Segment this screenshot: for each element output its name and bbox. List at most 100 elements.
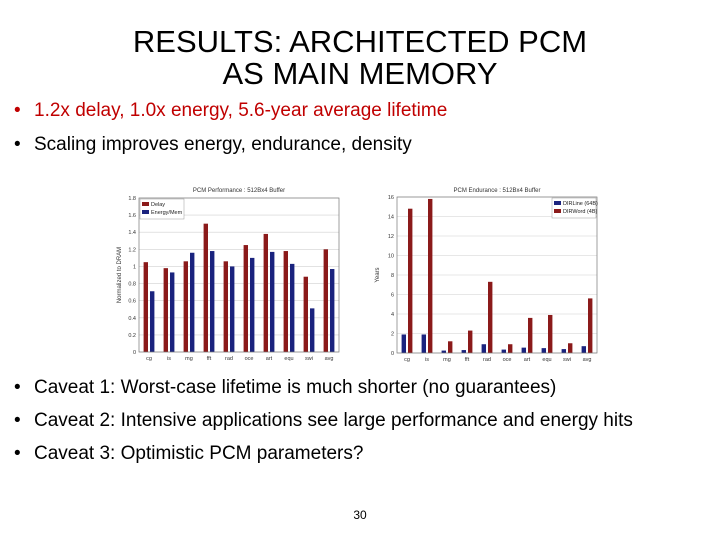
endur-ytick-label: 4 xyxy=(391,312,394,318)
endur-ytick-label: 14 xyxy=(388,215,394,221)
perf-xtick-label: fft xyxy=(207,356,212,362)
endur-bar-rad-dirword-4b- xyxy=(488,281,493,353)
endur-legend-swatch xyxy=(554,209,561,213)
perf-ytick-label: 0 xyxy=(133,350,136,356)
perf-bar-art-energy-mem xyxy=(270,251,275,352)
perf-bar-mg-delay xyxy=(183,261,188,352)
endur-xtick-label: rad xyxy=(483,357,491,363)
perf-ytick-label: 0.6 xyxy=(128,299,136,305)
endur-ytick-label: 2 xyxy=(391,332,394,338)
endur-bar-mg-dirline-64b- xyxy=(441,350,446,353)
perf-bar-cg-energy-mem xyxy=(150,291,155,352)
endur-xtick-label: mg xyxy=(443,357,451,363)
slide-title-line-2: AS MAIN MEMORY xyxy=(222,56,498,91)
perf-legend-box xyxy=(139,198,185,220)
endur-bar-rad-dirline-64b- xyxy=(481,344,486,353)
perf-ytick-label: 1.6 xyxy=(128,213,136,219)
perf-xtick-label: swi xyxy=(305,356,313,362)
bullet-item: • 1.2x delay, 1.0x energy, 5.6-year avera… xyxy=(10,99,710,123)
endur-xtick-label: swi xyxy=(563,357,571,363)
perf-ytick-label: 1.2 xyxy=(128,247,136,253)
perf-title: PCM Performance : 512Bx4 Buffer xyxy=(193,188,285,194)
endur-bar-is-dirline-64b- xyxy=(421,334,426,353)
perf-xtick-label: art xyxy=(266,356,273,362)
endur-bar-oce-dirword-4b- xyxy=(508,344,513,353)
endur-xtick-label: fft xyxy=(465,357,470,363)
endur-bar-avg-dirline-64b- xyxy=(581,346,586,353)
perf-bar-oce-energy-mem xyxy=(250,257,255,352)
endur-bar-swi-dirline-64b- xyxy=(561,349,566,353)
perf-bar-rad-energy-mem xyxy=(230,266,235,352)
endur-ylabel: Years xyxy=(375,267,381,282)
endur-bar-art-dirword-4b- xyxy=(528,317,533,353)
endurance-chart: PCM Endurance : 512Bx4 Buffer 0 2 4 6 8 10 12 14… xyxy=(372,185,602,370)
perf-ytick-label: 0.4 xyxy=(128,316,136,322)
perf-bar-art-delay xyxy=(263,233,268,352)
perf-plot-frame xyxy=(138,197,340,353)
endur-bar-equ-dirword-4b- xyxy=(548,314,553,353)
endur-ytick-label: 0 xyxy=(391,351,394,357)
endur-legend-swatch xyxy=(554,201,561,205)
bottom-bullet-list: • Caveat 1: Worst-case lifetime is much s… xyxy=(10,376,710,475)
page-number: 30 xyxy=(353,508,367,522)
perf-xtick-label: rad xyxy=(225,356,233,362)
bullet-dot: • xyxy=(14,410,21,431)
endur-xtick-label: cg xyxy=(404,357,410,363)
slide-title: RESULTS: ARCHITECTED PCM AS MAIN MEMORY xyxy=(60,26,660,90)
perf-bar-mg-energy-mem xyxy=(190,252,195,352)
bullet-item: • Caveat 2: Intensive applications see la… xyxy=(10,409,710,433)
bullet-dot: • xyxy=(14,134,21,155)
endur-ytick-label: 10 xyxy=(388,254,394,260)
endur-bar-equ-dirline-64b- xyxy=(541,348,546,353)
endur-xtick-label: avg xyxy=(583,357,592,363)
endur-ytick-label: 16 xyxy=(388,195,394,201)
endur-ytick-label: 6 xyxy=(391,293,394,299)
endur-legend-box xyxy=(551,197,597,219)
perf-bar-swi-delay xyxy=(303,276,308,352)
endur-bar-art-dirline-64b- xyxy=(521,347,526,353)
endur-bar-avg-dirword-4b- xyxy=(588,298,593,353)
perf-bar-avg-delay xyxy=(323,249,328,352)
endur-xtick-label: art xyxy=(524,357,531,363)
perf-ytick-label: 1 xyxy=(133,264,136,270)
perf-bar-equ-delay xyxy=(283,251,288,352)
bullet-item: • Scaling improves energy, endurance, den… xyxy=(10,133,710,157)
performance-chart: PCM Performance : 512Bx4 Buffer 0 0.2 0.4 0.… xyxy=(114,185,346,370)
bullet-text: Scaling improves energy, endurance, dens… xyxy=(34,134,412,155)
perf-bar-is-energy-mem xyxy=(170,272,175,352)
endur-bar-cg-dirword-4b- xyxy=(408,208,413,353)
bullet-item: • Caveat 1: Worst-case lifetime is much s… xyxy=(10,376,710,400)
perf-bar-cg-delay xyxy=(143,262,148,352)
bullet-text: 1.2x delay, 1.0x energy, 5.6-year averag… xyxy=(34,100,448,121)
bullet-text: Caveat 3: Optimistic PCM parameters? xyxy=(34,443,364,464)
bullet-dot: • xyxy=(14,377,21,398)
perf-ytick-label: 0.8 xyxy=(128,282,136,288)
endur-legend-label: DIRWord (4B) xyxy=(563,209,598,215)
perf-bar-is-delay xyxy=(163,268,168,352)
perf-xtick-label: mg xyxy=(185,356,193,362)
perf-legend-label: Delay xyxy=(151,202,165,208)
perf-xtick-label: equ xyxy=(284,356,293,362)
perf-ytick-label: 0.2 xyxy=(128,333,136,339)
top-bullet-list: • 1.2x delay, 1.0x energy, 5.6-year avera… xyxy=(10,99,710,167)
bullet-dot: • xyxy=(14,443,21,464)
perf-xtick-label: avg xyxy=(325,356,334,362)
endur-bar-fft-dirword-4b- xyxy=(468,330,473,353)
perf-bar-oce-delay xyxy=(243,245,248,352)
endur-bar-mg-dirword-4b- xyxy=(448,341,453,353)
perf-bar-fft-energy-mem xyxy=(210,251,215,352)
endur-plot-frame xyxy=(396,196,598,354)
endur-bar-oce-dirline-64b- xyxy=(501,349,506,353)
endur-xtick-label: equ xyxy=(542,357,551,363)
performance-chart-svg: PCM Performance : 512Bx4 Buffer 0 0.2 0.4 0.… xyxy=(117,188,340,362)
endur-title: PCM Endurance : 512Bx4 Buffer xyxy=(454,188,541,194)
bullet-item: • Caveat 3: Optimistic PCM parameters? xyxy=(10,442,710,466)
perf-bar-fft-delay xyxy=(203,223,208,352)
perf-bar-equ-energy-mem xyxy=(290,263,295,352)
perf-xtick-label: cg xyxy=(146,356,152,362)
perf-legend-swatch xyxy=(142,210,149,214)
endur-bar-fft-dirline-64b- xyxy=(461,350,466,353)
endur-xtick-label: is xyxy=(425,357,429,363)
perf-ytick-label: 1.4 xyxy=(128,230,136,236)
perf-bar-swi-energy-mem xyxy=(310,308,315,352)
